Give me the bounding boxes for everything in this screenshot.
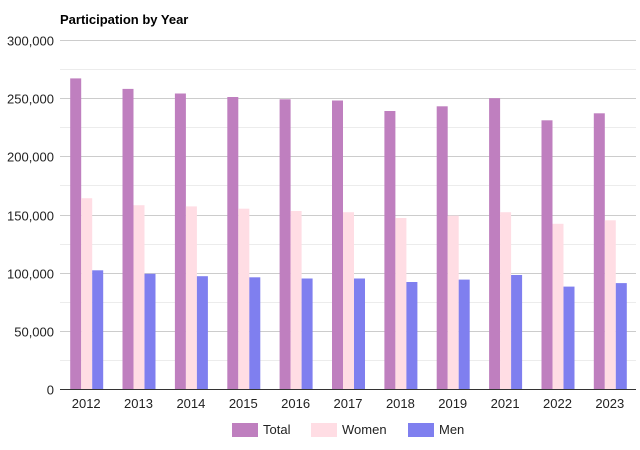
- bar-women-2015: [238, 208, 250, 389]
- bar-men-2023: [615, 283, 627, 389]
- x-axis-ticks: 2012 2013 2014 2015 2016 2017 2018 2019 2021 2022…: [72, 396, 625, 411]
- x-tick-label: 2021: [491, 396, 520, 411]
- bar-total-2013: [122, 88, 134, 390]
- legend-label: Women: [342, 422, 387, 437]
- bar-women-2016: [290, 211, 302, 389]
- y-tick-label: 100,000: [7, 267, 54, 282]
- y-axis-ticks: 0 50,000 100,000 150,000 200,000 250,000 300,0…: [7, 34, 54, 398]
- x-tick-label: 2023: [595, 396, 624, 411]
- bar-women-2019: [447, 215, 459, 389]
- y-tick-label: 250,000: [7, 92, 54, 107]
- bar-men-2017: [354, 278, 365, 389]
- bar-men-2021: [511, 275, 523, 389]
- bar-total-2014: [174, 93, 186, 389]
- x-tick-label: 2014: [176, 396, 205, 411]
- bar-total-2021: [489, 98, 501, 389]
- bar-men-2015: [249, 277, 261, 389]
- x-tick-label: 2013: [124, 396, 153, 411]
- legend-label: Men: [439, 422, 464, 437]
- bar-women-2014: [185, 206, 197, 389]
- y-tick-label: 50,000: [14, 325, 54, 340]
- legend[interactable]: Total Women Men: [232, 422, 464, 437]
- bar-women-2023: [604, 220, 616, 389]
- bar-total-2019: [436, 106, 448, 390]
- legend-item-women[interactable]: Women: [311, 422, 387, 437]
- bar-women-2021: [500, 212, 512, 389]
- bar-total-2023: [593, 113, 605, 390]
- bar-women-2013: [133, 205, 145, 389]
- y-tick-label: 300,000: [7, 34, 54, 49]
- legend-swatch: [408, 423, 434, 437]
- y-tick-label: 200,000: [7, 150, 54, 165]
- legend-item-total[interactable]: Total: [232, 422, 291, 437]
- bar-men-2018: [406, 282, 418, 389]
- bar-women-2017: [343, 212, 354, 389]
- y-tick-label: 0: [47, 383, 54, 398]
- bar-men-2022: [563, 286, 575, 389]
- bar-total-2016: [279, 99, 291, 390]
- legend-swatch: [232, 423, 258, 437]
- y-tick-label: 150,000: [7, 209, 54, 224]
- bar-men-2016: [301, 278, 313, 389]
- bar-women-2012: [81, 198, 93, 389]
- bar-women-2022: [552, 223, 564, 389]
- x-tick-label: 2019: [438, 396, 467, 411]
- x-tick-label: 2017: [334, 396, 363, 411]
- legend-swatch: [311, 423, 337, 437]
- bar-total-2015: [227, 97, 239, 389]
- x-tick-label: 2022: [543, 396, 572, 411]
- bar-men-2013: [144, 273, 156, 389]
- bar-total-2017: [332, 100, 343, 389]
- bar-women-2018: [395, 218, 407, 389]
- legend-item-men[interactable]: Men: [408, 422, 464, 437]
- bar-total-2012: [70, 78, 82, 390]
- bar-men-2014: [196, 276, 208, 389]
- bar-total-2022: [541, 120, 553, 390]
- x-tick-label: 2016: [281, 396, 310, 411]
- x-tick-label: 2012: [72, 396, 101, 411]
- bars: [70, 78, 627, 390]
- x-tick-label: 2015: [229, 396, 258, 411]
- bar-men-2019: [458, 279, 470, 389]
- chart-title: Participation by Year: [60, 12, 188, 27]
- x-tick-label: 2018: [386, 396, 415, 411]
- bar-men-2012: [92, 270, 104, 389]
- bar-total-2018: [384, 111, 396, 389]
- legend-label: Total: [263, 422, 291, 437]
